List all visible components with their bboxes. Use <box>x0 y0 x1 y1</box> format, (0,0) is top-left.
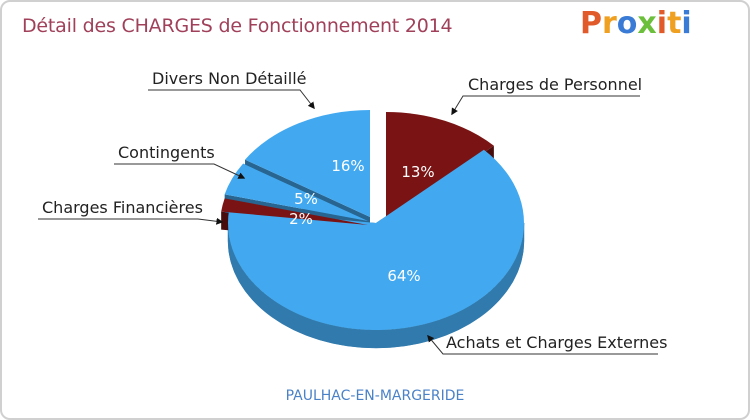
leader-line <box>148 89 315 110</box>
logo-letter: t <box>667 6 682 41</box>
slice-percent-label: 2% <box>289 210 313 228</box>
slice-percent-label: 5% <box>294 190 318 208</box>
slice-category-label: Contingents <box>118 143 215 162</box>
slice-percent-label: 16% <box>331 157 364 175</box>
pie-slice[interactable] <box>221 198 368 225</box>
pie-slice[interactable] <box>386 112 494 219</box>
logo-letter: r <box>602 6 617 41</box>
logo-letter: i <box>681 6 692 41</box>
slice-percent-label: 13% <box>401 163 434 181</box>
slice-percent-label: 64% <box>387 267 420 285</box>
logo-letter: o <box>616 6 638 41</box>
pie-slice[interactable] <box>245 110 370 217</box>
pie-tops <box>221 110 524 330</box>
pie-slice[interactable] <box>224 163 368 221</box>
pie-slice[interactable] <box>227 149 524 330</box>
leader-line <box>451 95 640 116</box>
chart-title: Détail des CHARGES de Fonctionnement 201… <box>22 15 453 37</box>
city-name: PAULHAC-EN-MARGERIDE <box>285 388 465 404</box>
leader-line <box>114 163 246 179</box>
leader-line <box>427 334 658 355</box>
slice-category-label: Achats et Charges Externes <box>446 333 667 352</box>
logo-letter: P <box>580 6 602 41</box>
logo-letter: x <box>637 6 657 41</box>
logo-letter: i <box>656 6 668 41</box>
slice-category-label: Charges Financières <box>42 198 203 217</box>
slice-category-label: Divers Non Détaillé <box>152 69 306 88</box>
slice-category-label: Charges de Personnel <box>468 75 642 94</box>
leader-line <box>38 217 224 225</box>
proxiti-logo[interactable]: Proxiti <box>580 6 692 41</box>
